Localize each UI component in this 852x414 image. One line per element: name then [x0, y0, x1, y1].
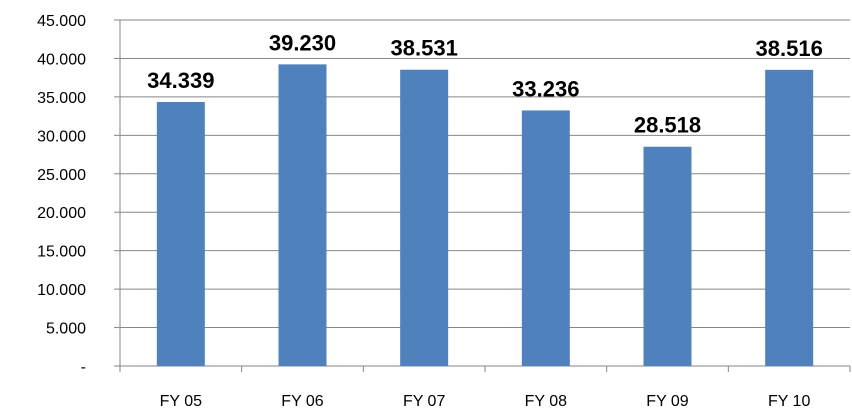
- x-tick-label: FY 08: [525, 393, 568, 410]
- data-label: 34.339: [147, 68, 214, 93]
- x-tick-label: FY 09: [646, 393, 689, 410]
- bar: [156, 101, 205, 366]
- bar: [278, 64, 327, 366]
- y-axis: - 5.000 10.000 15.000 20.000 25.000 30.000 35.0…: [37, 13, 121, 376]
- y-tick-label: 30.000: [37, 128, 86, 145]
- y-tick-label: 15.000: [37, 244, 86, 261]
- data-label: 28.518: [634, 113, 701, 138]
- x-tick-label: FY 05: [160, 393, 203, 410]
- data-label: 38.531: [391, 36, 458, 61]
- y-tick-label: 45.000: [37, 13, 86, 30]
- y-tick-label: 35.000: [37, 90, 86, 107]
- y-tick-label: 25.000: [37, 167, 86, 184]
- bar: [643, 146, 692, 366]
- data-labels: 34.339 39.230 38.531 33.236 28.518 38.516: [147, 30, 823, 137]
- bar: [765, 69, 814, 366]
- y-tick-label: 5.000: [46, 321, 86, 338]
- y-tick-label: 40.000: [37, 51, 86, 68]
- data-label: 39.230: [269, 30, 336, 55]
- data-label: 38.516: [756, 36, 823, 61]
- bar: [521, 110, 570, 366]
- y-tick-label: -: [81, 359, 86, 376]
- x-tick-label: FY 06: [281, 393, 324, 410]
- gridlines: [120, 19, 850, 329]
- x-tick-label: FY 07: [403, 393, 446, 410]
- y-tick-label: 10.000: [37, 282, 86, 299]
- y-tick-label: 20.000: [37, 205, 86, 222]
- x-axis: FY 05 FY 06 FY 07 FY 08 FY 09 FY 10: [119, 365, 851, 410]
- bars: [156, 64, 814, 366]
- data-label: 33.236: [512, 76, 579, 101]
- x-tick-label: FY 10: [768, 393, 811, 410]
- bar: [400, 69, 449, 366]
